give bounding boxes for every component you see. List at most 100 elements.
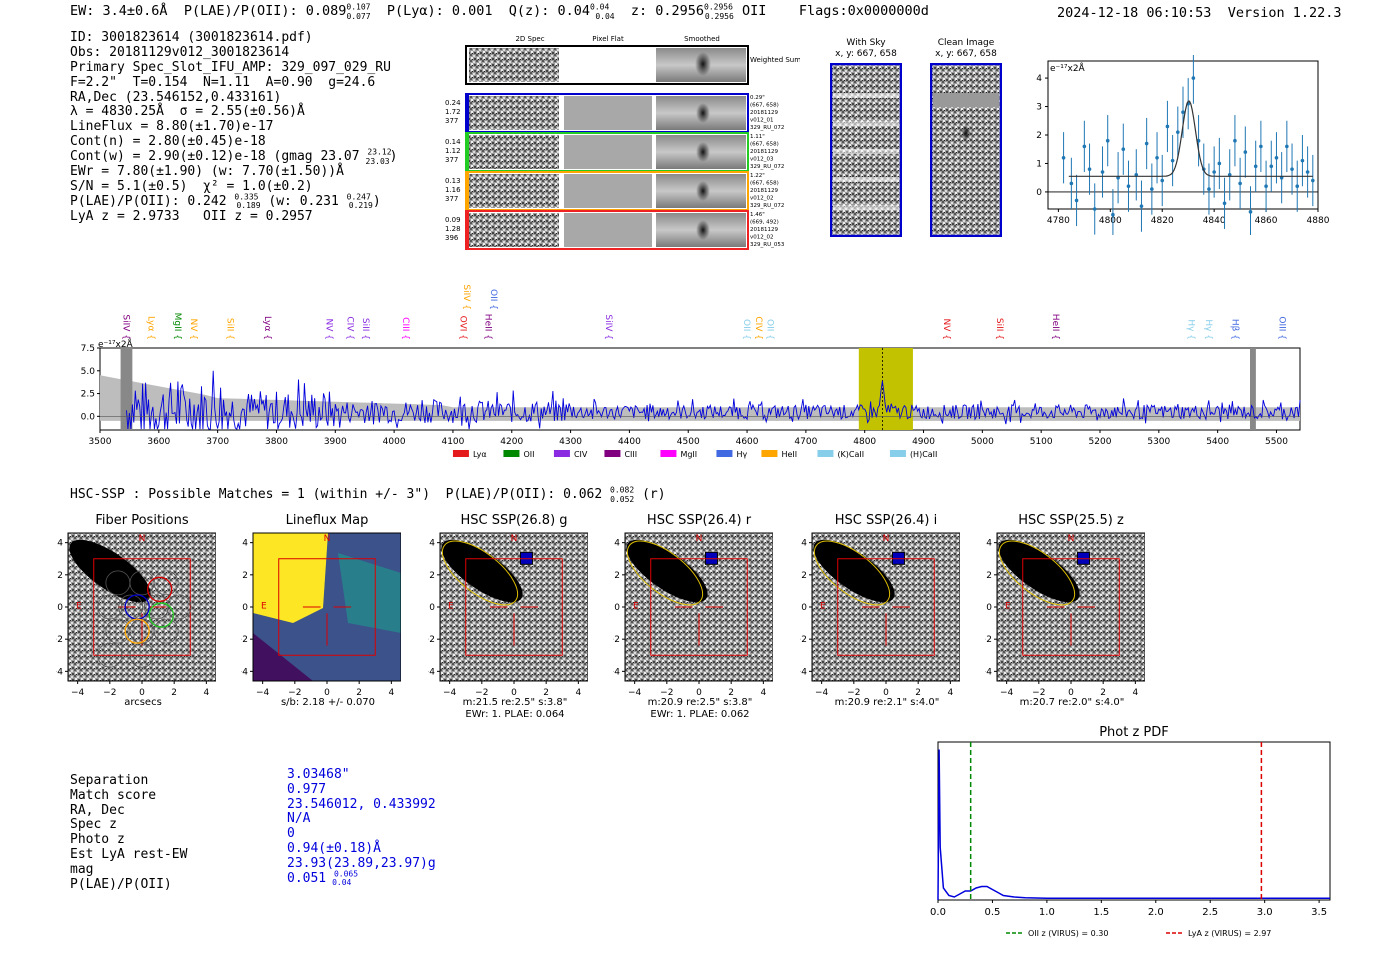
fiber-value: 1.28 xyxy=(445,225,461,233)
cutout-caption: EWr: 1. PLAE: 0.064 xyxy=(465,709,565,720)
line-marker-label: MgII { xyxy=(172,313,182,340)
plae-hi: 0.107 xyxy=(346,2,371,12)
z-value: z: 0.2956 xyxy=(630,3,704,19)
data-point xyxy=(1191,76,1196,80)
legend-swatch xyxy=(817,450,834,457)
line-marker-label: Lyα { xyxy=(145,316,155,340)
smoothed-blob xyxy=(696,181,710,201)
galaxy-ellipse xyxy=(441,540,519,606)
compass-east: E xyxy=(448,602,454,612)
x-tick-label: 0.5 xyxy=(984,907,1000,918)
match-plae-hi: 0.065 xyxy=(333,869,359,879)
match-label: Spec z xyxy=(70,817,117,833)
mask-region xyxy=(120,348,133,430)
ew-value: EW: 3.4±0.6Å xyxy=(70,3,168,19)
x-tick-label: 4 xyxy=(760,688,766,698)
data-point xyxy=(1074,198,1079,203)
line-marker-label: NV { xyxy=(941,319,951,340)
plae-w-end: ) xyxy=(372,193,381,209)
y-tick-label: −4 xyxy=(613,667,620,677)
x-tick-label: 1.5 xyxy=(1093,907,1109,918)
x-tick-label: 4840 xyxy=(1203,216,1226,226)
aperture-box xyxy=(837,558,935,656)
match-label: Separation xyxy=(70,773,149,788)
x-tick-label: 4500 xyxy=(677,437,700,447)
cutout-caption: m:20.9 re:2.1" s:4.0" xyxy=(834,697,940,708)
cutout-title: HSC SSP(26.4) i xyxy=(834,513,938,528)
header-line: EW: 3.4±0.6Å P(LAE)/P(OII): 0.0890.1070.… xyxy=(70,2,929,21)
cutout-caption: m:20.7 re:2.0" s:4.0" xyxy=(1019,697,1125,708)
cutout-caption: EWr: 1. PLAE: 0.062 xyxy=(650,709,750,720)
y-tick-label: 0 xyxy=(242,603,248,613)
x-tick-label: −4 xyxy=(628,688,642,698)
fiber-circle xyxy=(129,642,155,668)
x-tick-label: −4 xyxy=(443,688,457,698)
line-marker-label: Hβ { xyxy=(1229,319,1239,340)
fiber-circle xyxy=(118,594,144,620)
photz-pdf-chart: Phot z PDF 0.0 0.5 1.0 1.5 2.0 2.5 3.0 3.5 OII z … xyxy=(930,725,1331,938)
cutout-title: Lineflux Map xyxy=(285,513,369,528)
spec2d-image xyxy=(469,96,559,130)
fiber-circle-orange xyxy=(124,618,150,644)
data-point xyxy=(1238,181,1242,186)
aperture-box xyxy=(1022,558,1120,656)
data-point xyxy=(1295,184,1300,189)
fiber-meta: 20181129 xyxy=(750,149,778,155)
galaxy xyxy=(998,539,1080,603)
cutout-caption: m:21.5 re:2.5" s:3.8" xyxy=(462,697,568,708)
aperture-box xyxy=(278,558,376,656)
cutout-image: N E 4 2 0 −2 −4 −4 −2 0 2 4 xyxy=(800,532,960,698)
x-tick-label: 4200 xyxy=(500,437,523,447)
fiber-color-bar xyxy=(466,172,469,210)
cutout-caption: s/b: 2.18 +/- 0.070 xyxy=(280,697,376,708)
fiber-meta: 329_RU_072 xyxy=(750,125,784,131)
hsc-lo: 0.052 xyxy=(610,494,635,504)
weighted-label: Weighted Sum xyxy=(750,56,800,64)
match-labels: Separation Match score RA, Dec Spec z Ph… xyxy=(70,773,187,892)
aperture-box xyxy=(93,558,191,656)
match-label: P(LAE)/P(OII) xyxy=(70,876,172,892)
plae-lo: 0.077 xyxy=(346,11,371,21)
x-tick-label: 4800 xyxy=(1099,216,1122,226)
y-tick-label: 4 xyxy=(242,539,248,549)
contw-hi: 23.12 xyxy=(367,147,392,157)
fiber-meta: v012_02 xyxy=(750,235,774,241)
legend-label: OII z (VIRUS) = 0.30 xyxy=(1028,929,1108,938)
x-tick-label: 4 xyxy=(947,688,953,698)
match-label: Match score xyxy=(70,787,157,803)
y-tick-label: 7.5 xyxy=(81,344,95,354)
fiber-meta: 1.22" xyxy=(750,173,765,179)
y-tick-label: 1 xyxy=(1036,159,1042,169)
plya-value: P(Lyα): 0.001 xyxy=(386,3,493,19)
data-point xyxy=(1264,184,1268,189)
fiber-meta: 329_RU_072 xyxy=(750,164,784,170)
cutout-image: N E 4 2 0 −2 −4 −4 −2 0 2 4 xyxy=(985,532,1145,698)
galaxy xyxy=(626,539,708,603)
match-value: 23.546012, 0.433992 xyxy=(287,796,436,812)
galaxy xyxy=(441,539,523,603)
data-point xyxy=(1111,212,1115,217)
data-point xyxy=(1126,184,1131,189)
data-point xyxy=(1069,181,1074,186)
x-tick-label: 4000 xyxy=(383,437,406,447)
x-tick-label: 4900 xyxy=(912,437,935,447)
full-spectrum-chart: 0.0 2.5 5.0 7.5 3500 3600 3700 3800 3900 4000 4100… xyxy=(81,284,1301,459)
compass-east: E xyxy=(820,602,826,612)
galaxy-ellipse xyxy=(998,540,1076,606)
x-tick-label: 4 xyxy=(388,688,394,698)
y-tick-label: 2 xyxy=(614,571,620,581)
data-point xyxy=(1233,138,1237,143)
hsc-hi: 0.082 xyxy=(610,485,635,495)
data-point xyxy=(1061,155,1066,160)
x-tick-label: 5300 xyxy=(1147,437,1170,447)
compass-north: N xyxy=(324,534,331,544)
plae-value: P(LAE)/P(OII): 0.089 xyxy=(183,3,347,19)
compass-north: N xyxy=(511,534,518,544)
y-tick-label: 4 xyxy=(614,539,620,549)
galaxy-ellipse xyxy=(626,540,704,606)
plot-frame xyxy=(937,741,1331,901)
cutout-image: N E 4 2 0 −2 −4 −4 −2 0 2 4 xyxy=(241,532,401,698)
match-label: Photo z xyxy=(70,832,125,848)
y-tick-label: −2 xyxy=(56,635,63,645)
